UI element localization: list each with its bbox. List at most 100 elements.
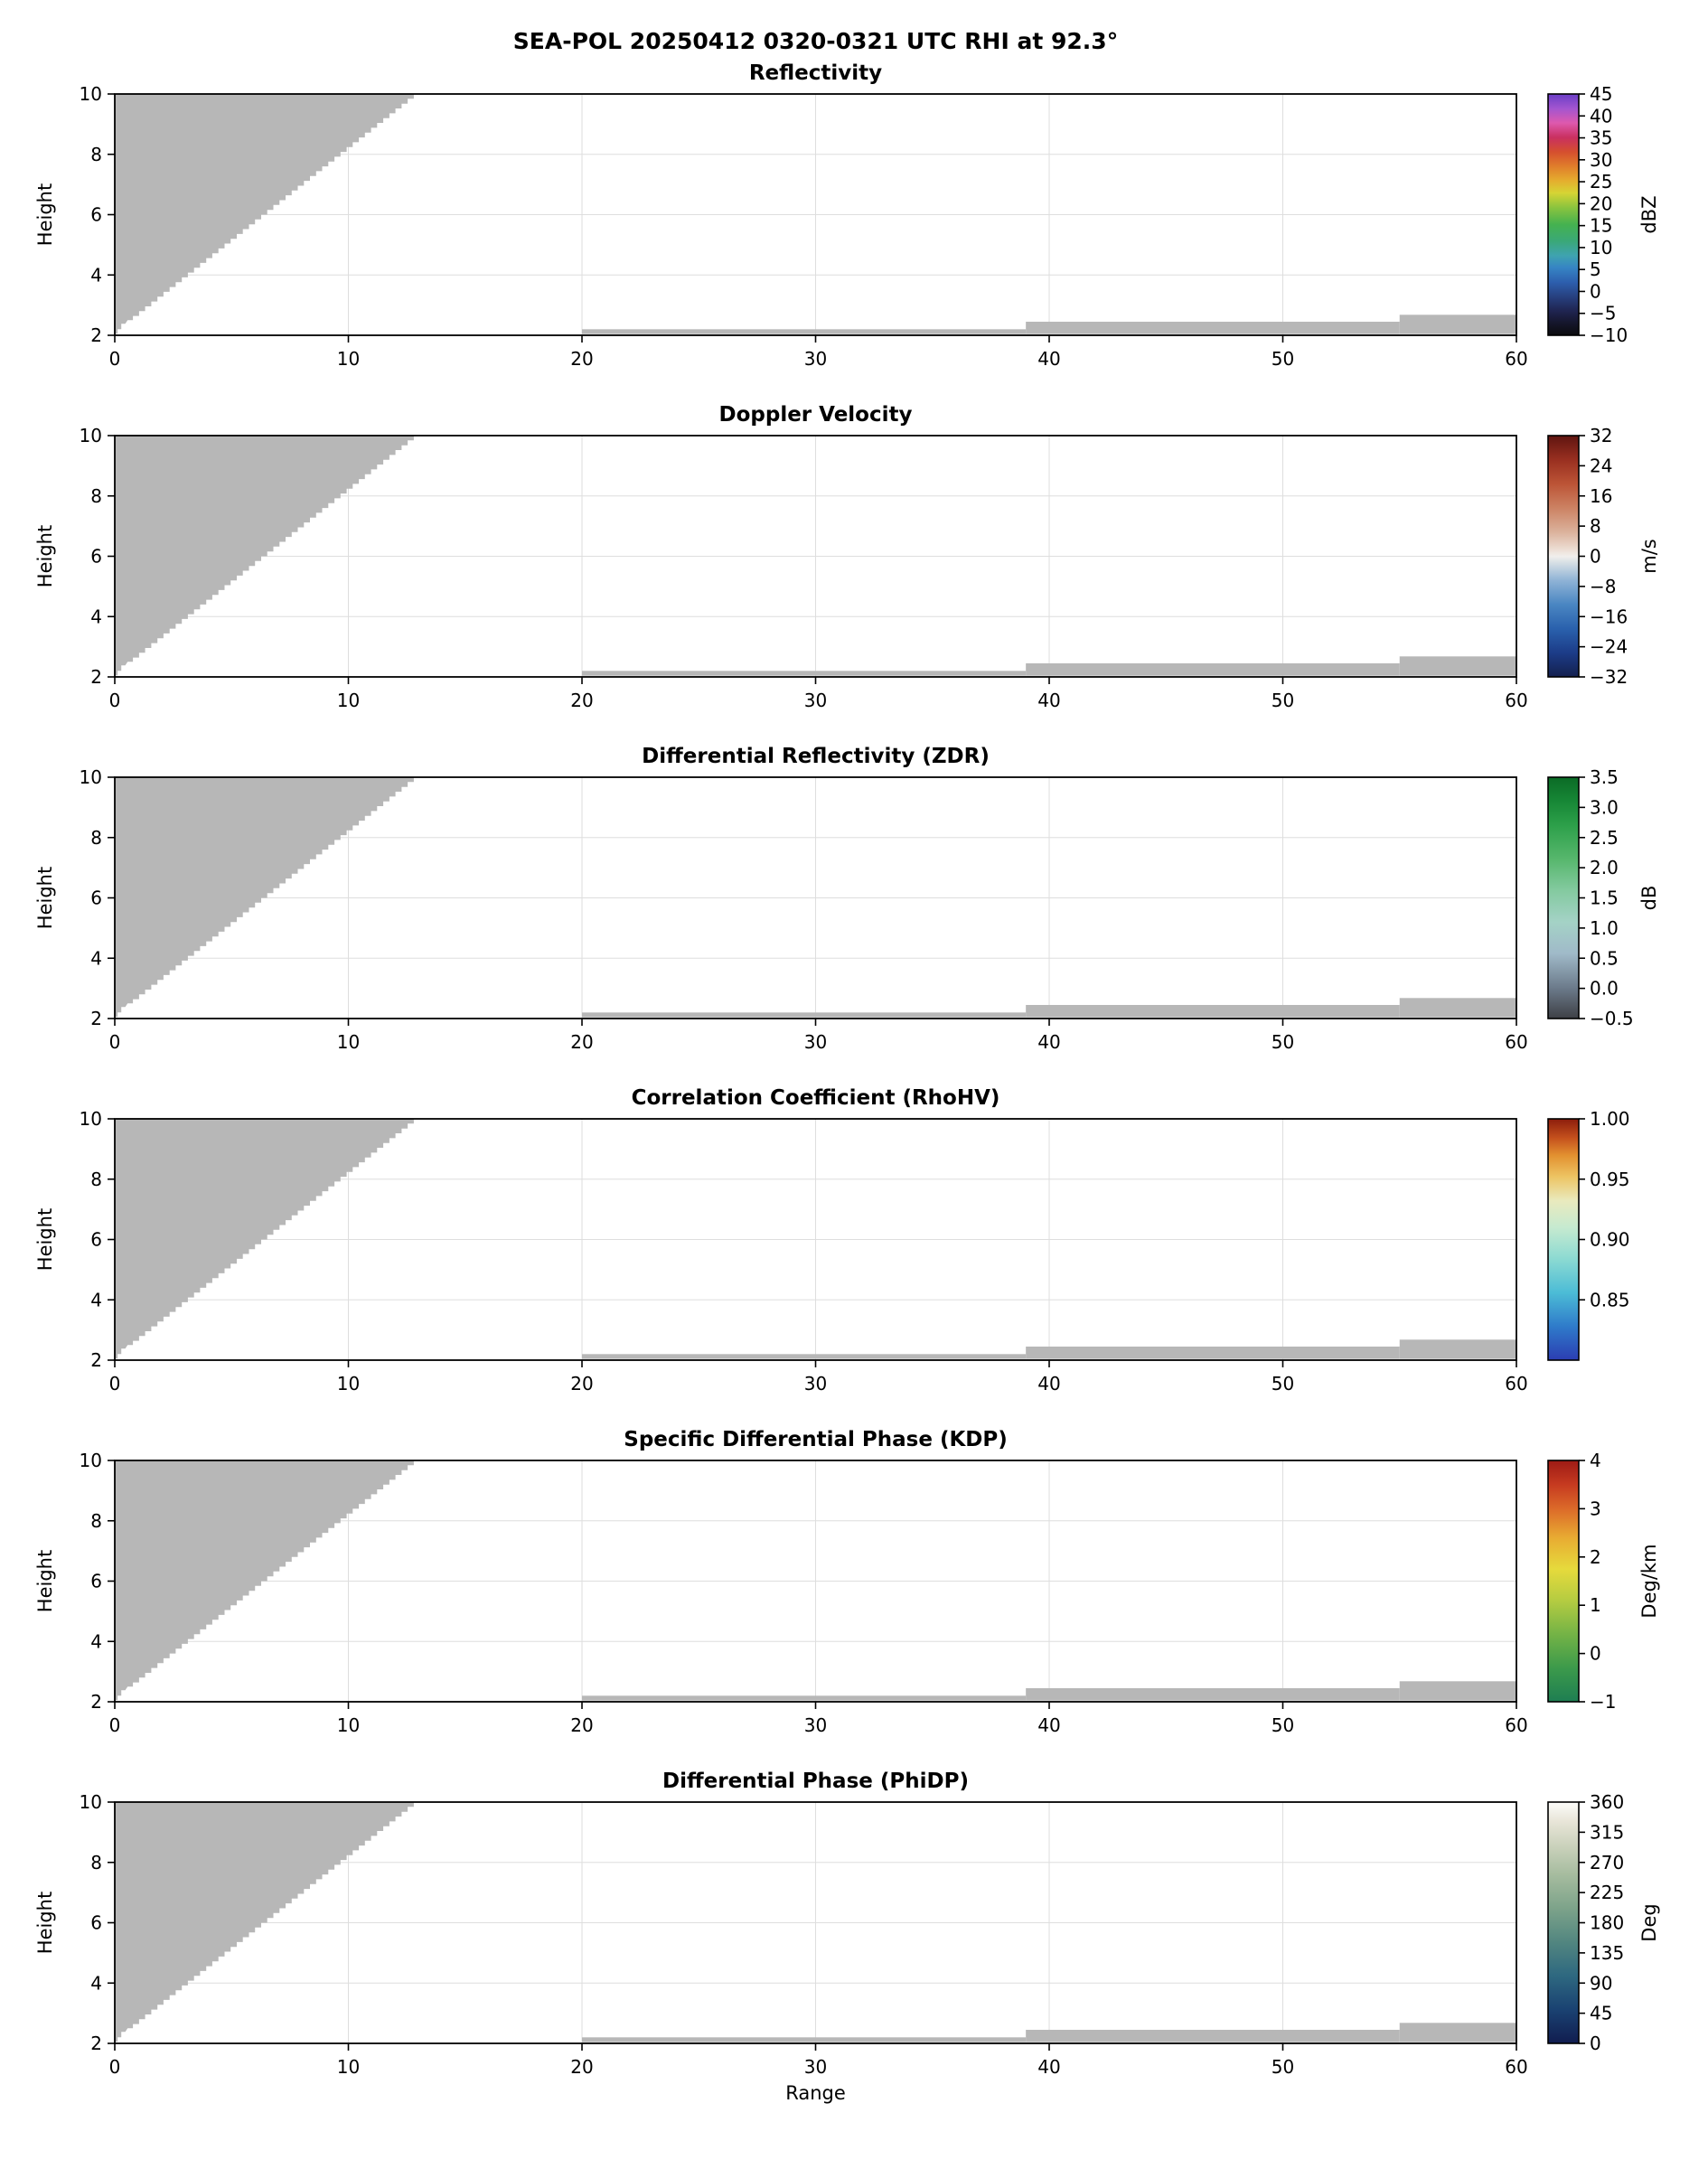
mask-strip-2	[1399, 656, 1516, 676]
colorbar-tick-label: 0.85	[1590, 1289, 1630, 1310]
colorbar-tick-label: 15	[1590, 215, 1612, 237]
y-tick-label: 8	[90, 827, 102, 849]
panel-title-reflectivity: Reflectivity	[749, 61, 882, 85]
colorbar-tick-label: 45	[1590, 2003, 1612, 2024]
x-tick-label: 20	[570, 348, 593, 370]
colorbar-tick-label: 0	[1590, 2033, 1601, 2054]
x-tick-label: 0	[109, 2056, 121, 2078]
colorbar-tick-label: 0	[1590, 546, 1601, 568]
colorbar-tick-label: 40	[1590, 105, 1612, 127]
x-tick-label: 10	[337, 1373, 360, 1394]
colorbar-tick-label: 32	[1590, 425, 1612, 446]
colorbar-rhohv: 1.00 0.95 0.90 0.85	[1547, 1108, 1630, 1361]
y-tick-label: 8	[90, 144, 102, 165]
colorbar-tick-label: −10	[1590, 324, 1628, 346]
colorbar-tick-label: 1.0	[1590, 917, 1619, 939]
masked-echo-reflectivity	[115, 94, 1516, 334]
mask-strip-2	[1399, 315, 1516, 334]
colorbar-tick-label: 5	[1590, 258, 1601, 280]
colorbar-tick-label: 2	[1590, 1546, 1601, 1568]
x-tick-label: 10	[337, 2056, 360, 2078]
y-ticks-reflectivity: 2 4 6 8 10	[80, 83, 115, 346]
mask-strip-0	[582, 671, 1027, 676]
colorbar-tick-label: −0.5	[1590, 1008, 1634, 1029]
y-tick-label: 2	[90, 1008, 102, 1029]
y-tick-label: 8	[90, 1852, 102, 1873]
y-ticks-doppler-velocity: 2 4 6 8 10	[80, 425, 115, 688]
colorbar-tick-label: 1.5	[1590, 887, 1619, 909]
colorbar-tick-label: 0.95	[1590, 1169, 1630, 1190]
panel-title-doppler-velocity: Doppler Velocity	[719, 403, 913, 427]
x-tick-label: 60	[1505, 690, 1527, 711]
colorbar-tick-label: 225	[1590, 1882, 1624, 1903]
colorbar-tick-label: 0.90	[1590, 1229, 1630, 1251]
colorbar-tick-label: 135	[1590, 1942, 1624, 1964]
y-tick-label: 4	[90, 606, 102, 627]
colorbar-tick-label: 2.0	[1590, 857, 1619, 878]
mask-strip-1	[1026, 662, 1400, 676]
colorbar-tick-label: 315	[1590, 1821, 1624, 1843]
colorbar-tick-label: 180	[1590, 1912, 1624, 1934]
mask-wedge	[115, 777, 414, 1018]
x-ticks-doppler-velocity: 0 10 20 30 40 50 60	[109, 677, 1528, 711]
mask-strip-1	[1026, 321, 1400, 334]
x-tick-label: 30	[804, 348, 827, 370]
x-ticks-rhohv: 0 10 20 30 40 50 60	[109, 1360, 1528, 1394]
panel-title-zdr: Differential Reflectivity (ZDR)	[642, 745, 990, 768]
x-tick-label: 10	[337, 1714, 360, 1736]
y-tick-label: 2	[90, 1691, 102, 1713]
panel-title-kdp: Specific Differential Phase (KDP)	[624, 1428, 1008, 1451]
masked-echo-phidp	[115, 1802, 1516, 2042]
y-axis-label-reflectivity: Height	[34, 183, 56, 246]
y-tick-label: 8	[90, 1510, 102, 1532]
colorbar-gradient	[1548, 1460, 1579, 1702]
figure-suptitle: SEA-POL 20250412 0320-0321 UTC RHI at 92…	[513, 28, 1118, 54]
colorbar-unit-doppler-velocity: m/s	[1638, 539, 1660, 573]
y-ticks-phidp: 2 4 6 8 10	[80, 1791, 115, 2054]
panel-zdr: 0 10 20 30 40 50 60 2 4 6 8 10 Height Differential Re…	[34, 745, 1660, 1053]
x-tick-label: 60	[1505, 1714, 1527, 1736]
y-tick-label: 10	[80, 1108, 102, 1130]
y-axis-label-rhohv: Height	[34, 1208, 56, 1271]
mask-strip-1	[1026, 1004, 1400, 1018]
y-tick-label: 10	[80, 1791, 102, 1813]
y-tick-label: 6	[90, 546, 102, 568]
y-tick-label: 8	[90, 1169, 102, 1190]
grid-reflectivity	[115, 94, 1516, 335]
mask-strip-2	[1399, 998, 1516, 1018]
x-tick-label: 40	[1037, 1031, 1060, 1053]
colorbar-gradient	[1548, 1119, 1579, 1360]
x-tick-label: 30	[804, 1031, 827, 1053]
mask-strip-2	[1399, 1681, 1516, 1701]
masked-echo-kdp	[115, 1460, 1516, 1701]
colorbar-gradient	[1548, 1802, 1579, 2043]
colorbar-tick-label: 16	[1590, 485, 1612, 507]
x-tick-label: 30	[804, 1714, 827, 1736]
panel-title-rhohv: Correlation Coefficient (RhoHV)	[632, 1086, 1000, 1110]
mask-strip-2	[1399, 1339, 1516, 1359]
colorbar-tick-label: −8	[1590, 576, 1616, 597]
y-tick-label: 10	[80, 83, 102, 105]
colorbar-tick-label: 360	[1590, 1791, 1624, 1813]
colorbar-tick-label: 0.5	[1590, 947, 1619, 969]
colorbar-tick-label: 8	[1590, 515, 1601, 537]
y-tick-label: 4	[90, 1972, 102, 1994]
colorbar-unit-reflectivity: dBZ	[1638, 195, 1660, 233]
colorbar-unit-phidp: Deg	[1638, 1903, 1660, 1941]
y-ticks-zdr: 2 4 6 8 10	[80, 766, 115, 1029]
x-ticks-zdr: 0 10 20 30 40 50 60	[109, 1019, 1528, 1053]
x-ticks-reflectivity: 0 10 20 30 40 50 60	[109, 335, 1528, 370]
x-tick-label: 0	[109, 690, 121, 711]
y-tick-label: 10	[80, 766, 102, 788]
mask-wedge	[115, 1119, 414, 1359]
grid-zdr	[115, 777, 1516, 1019]
colorbar-tick-label: 4	[1590, 1450, 1601, 1471]
x-tick-label: 0	[109, 348, 121, 370]
mask-strip-1	[1026, 1687, 1400, 1701]
x-tick-label: 0	[109, 1031, 121, 1053]
colorbar-gradient	[1548, 436, 1579, 677]
y-tick-label: 6	[90, 204, 102, 226]
colorbar-tick-label: 1.00	[1590, 1108, 1630, 1130]
